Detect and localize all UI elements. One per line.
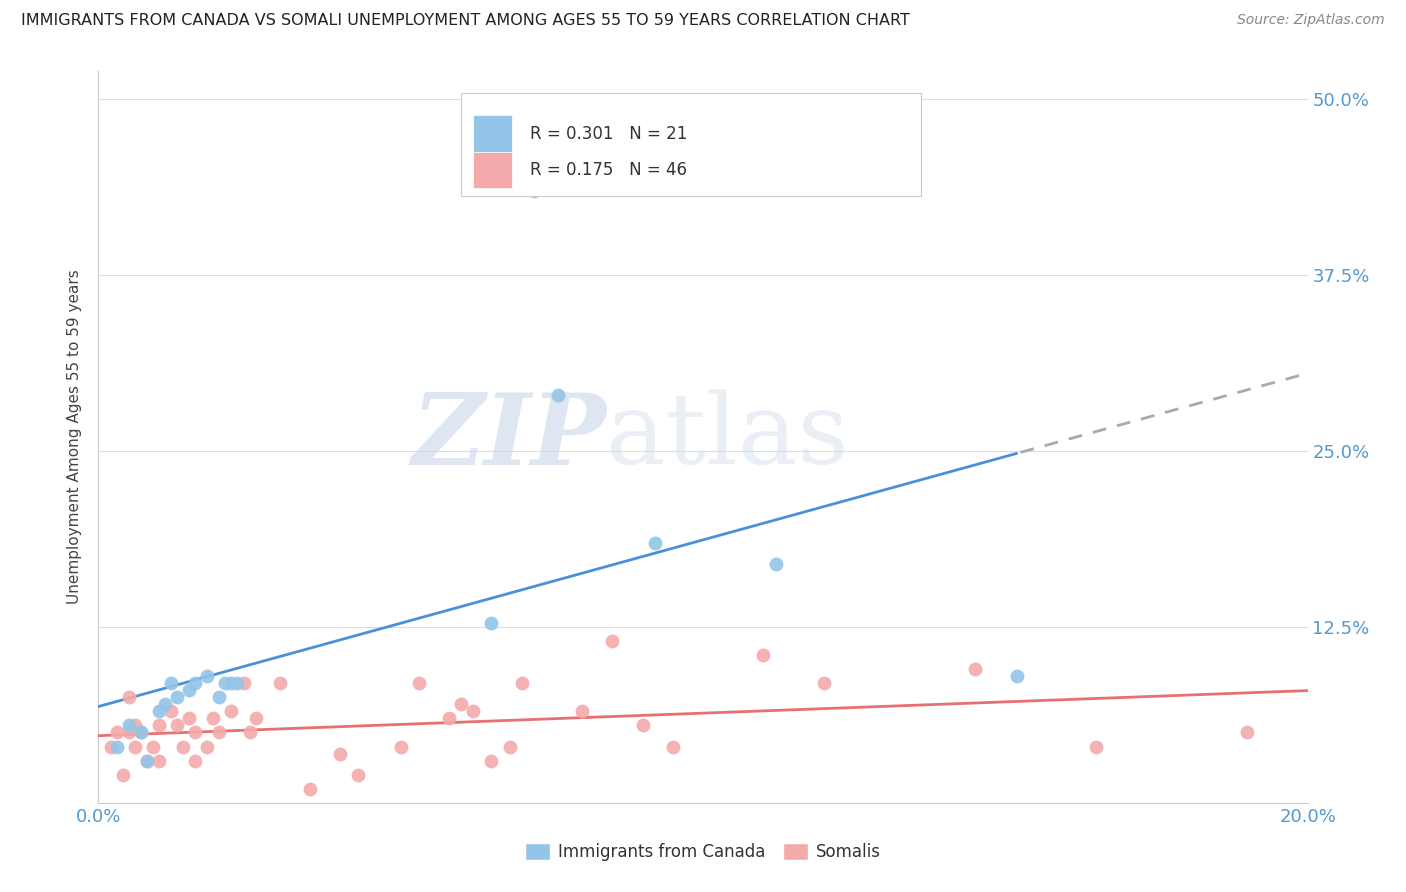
Point (148, 754, 170, 768)
Point (135, 754, 157, 768)
Point (245, 711, 267, 725)
Point (118, 718, 141, 732)
Point (184, 676, 207, 690)
Point (179, 683, 201, 698)
Text: R = 0.301   N = 21: R = 0.301 N = 21 (530, 125, 688, 143)
Y-axis label: Unemployment Among Ages 55 to 59 years: Unemployment Among Ages 55 to 59 years (67, 269, 83, 605)
Point (208, 725, 231, 739)
Point (184, 725, 207, 739)
Point (765, 557, 787, 571)
Point (1007, 669, 1029, 683)
Point (111, 767, 134, 781)
Point (437, 711, 460, 725)
Point (142, 739, 165, 754)
Point (510, 676, 533, 690)
Point (148, 718, 170, 732)
Text: atlas: atlas (606, 389, 849, 485)
Point (160, 705, 183, 719)
Bar (474, 115, 512, 152)
Point (153, 698, 176, 712)
Point (965, 662, 987, 676)
Point (129, 725, 152, 739)
Point (602, 634, 624, 648)
Point (752, 648, 775, 662)
Point (179, 711, 201, 725)
Point (661, 739, 683, 754)
Bar (474, 152, 512, 188)
Point (813, 676, 835, 690)
Point (124, 739, 146, 754)
Point (118, 690, 141, 705)
Point (221, 676, 243, 690)
Point (299, 781, 322, 796)
Point (232, 676, 254, 690)
Point (166, 690, 188, 705)
Point (105, 739, 128, 754)
Point (221, 705, 243, 719)
Point (100, 739, 122, 754)
Point (105, 725, 128, 739)
Point (184, 754, 207, 768)
Point (124, 718, 146, 732)
Text: Source: ZipAtlas.com: Source: ZipAtlas.com (1237, 13, 1385, 28)
Point (148, 705, 170, 719)
Legend: Immigrants from Canada, Somalis: Immigrants from Canada, Somalis (519, 836, 887, 868)
Point (195, 739, 218, 754)
Point (208, 690, 231, 705)
Point (160, 676, 183, 690)
Point (1085, 739, 1108, 754)
Point (329, 747, 352, 761)
Point (571, 705, 593, 719)
Point (631, 718, 654, 732)
Text: ZIP: ZIP (412, 389, 606, 485)
Point (202, 711, 225, 725)
Point (214, 676, 236, 690)
Point (347, 767, 370, 781)
Point (269, 676, 291, 690)
Point (226, 676, 249, 690)
Point (463, 705, 485, 719)
Point (523, 184, 546, 198)
Point (450, 698, 472, 712)
Point (195, 669, 218, 683)
Point (172, 739, 194, 754)
Point (135, 754, 157, 768)
Point (481, 754, 503, 768)
Point (129, 725, 152, 739)
Point (166, 718, 188, 732)
Bar (461, 94, 921, 195)
Point (644, 535, 666, 549)
Point (239, 725, 262, 739)
Point (498, 739, 520, 754)
Text: IMMIGRANTS FROM CANADA VS SOMALI UNEMPLOYMENT AMONG AGES 55 TO 59 YEARS CORRELAT: IMMIGRANTS FROM CANADA VS SOMALI UNEMPLO… (21, 13, 910, 29)
Text: R = 0.175   N = 46: R = 0.175 N = 46 (530, 161, 688, 179)
Point (481, 615, 503, 630)
Point (1236, 725, 1258, 739)
Point (408, 676, 430, 690)
Point (118, 725, 141, 739)
Point (389, 739, 412, 754)
Point (547, 388, 569, 402)
